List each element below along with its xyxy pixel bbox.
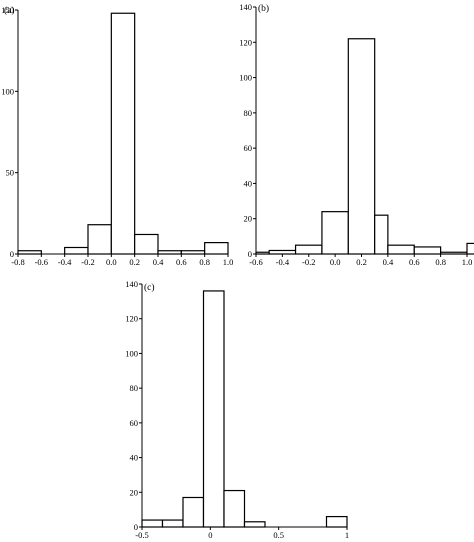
x-tick-label: 0.0 bbox=[330, 257, 341, 267]
y-tick-label: 120 bbox=[239, 37, 252, 47]
x-tick-label: 1 bbox=[345, 530, 349, 540]
panel-label: (a) bbox=[4, 5, 15, 16]
histogram-bar bbox=[294, 244, 323, 255]
histogram-bar bbox=[202, 290, 225, 528]
x-tick-label: 0 bbox=[208, 530, 212, 540]
y-tick-label: 140 bbox=[239, 2, 252, 12]
x-tick-label: -0.5 bbox=[135, 530, 148, 540]
x-tick-label: 0.8 bbox=[435, 257, 446, 267]
y-tick-label: 120 bbox=[125, 314, 138, 324]
y-tick-label: 40 bbox=[244, 178, 253, 188]
y-tick-label: 60 bbox=[130, 418, 139, 428]
histogram-bar bbox=[134, 233, 159, 255]
x-tick-label: -0.4 bbox=[276, 257, 290, 267]
histogram-bar bbox=[110, 12, 136, 255]
x-tick-label: 0.0 bbox=[106, 257, 117, 267]
histogram-bar bbox=[466, 242, 474, 255]
panel-label: (b) bbox=[258, 3, 269, 14]
histogram-bar bbox=[223, 489, 246, 528]
x-tick-label: -0.4 bbox=[58, 257, 72, 267]
y-tick-label: 80 bbox=[130, 383, 139, 393]
histogram-bar bbox=[413, 246, 442, 255]
histogram-bar bbox=[182, 496, 205, 528]
histogram-bar bbox=[268, 249, 297, 255]
y-tick-label: 0 bbox=[10, 249, 14, 259]
histogram-bar bbox=[87, 224, 112, 255]
x-tick-label: -0.2 bbox=[302, 257, 315, 267]
y-tick-label: 80 bbox=[244, 108, 253, 118]
x-tick-label: 0.2 bbox=[129, 257, 140, 267]
y-tick-label: 40 bbox=[130, 453, 139, 463]
y-tick-label: 100 bbox=[239, 73, 252, 83]
histogram-bar bbox=[141, 519, 164, 528]
histogram-bar bbox=[64, 246, 89, 255]
x-tick-label: 0.8 bbox=[199, 257, 210, 267]
y-tick-label: 0 bbox=[248, 249, 252, 259]
histogram-panel-a: -0.8 -0.6 -0.4 -0.2 0.0 0.2 0.4 0.6 0.8 1.0 0 50 100… bbox=[1, 5, 233, 267]
x-tick-label: 1.0 bbox=[462, 257, 473, 267]
histogram-bar bbox=[347, 38, 376, 255]
x-tick-label: -0.8 bbox=[11, 257, 24, 267]
x-tick-label: -0.6 bbox=[249, 257, 262, 267]
y-tick-label: 20 bbox=[244, 214, 253, 224]
x-tick-label: 0.6 bbox=[409, 257, 420, 267]
x-tick-label: 0.5 bbox=[273, 530, 284, 540]
x-tick-label: 0.2 bbox=[356, 257, 367, 267]
histogram-panel-b: -0.6 -0.4 -0.2 0.0 0.2 0.4 0.6 0.8 1.0 0 20 40 60 80 1… bbox=[239, 2, 474, 267]
y-tick-label: 20 bbox=[130, 487, 139, 497]
x-tick-label: -0.6 bbox=[35, 257, 48, 267]
histogram-bar bbox=[374, 214, 389, 255]
x-tick-label: 0.4 bbox=[383, 257, 394, 267]
x-tick-label: 1.0 bbox=[223, 257, 234, 267]
histogram-bar bbox=[161, 519, 184, 528]
histogram-bar bbox=[387, 244, 415, 255]
x-tick-label: 0.6 bbox=[176, 257, 187, 267]
y-tick-label: 150 bbox=[1, 5, 14, 15]
histogram-bar bbox=[325, 515, 348, 528]
y-tick-label: 60 bbox=[244, 143, 253, 153]
x-tick-label: 0.4 bbox=[153, 257, 164, 267]
histogram-bar bbox=[204, 242, 229, 255]
x-tick-label: -0.2 bbox=[81, 257, 94, 267]
histogram-bar bbox=[243, 521, 266, 528]
y-tick-label: 140 bbox=[125, 279, 138, 289]
y-tick-label: 100 bbox=[125, 348, 138, 358]
panel-label: (c) bbox=[144, 282, 155, 293]
y-tick-label: 100 bbox=[1, 86, 14, 96]
y-tick-label: 50 bbox=[6, 168, 15, 178]
histogram-bar bbox=[321, 211, 349, 255]
y-tick-label: 0 bbox=[134, 522, 138, 532]
